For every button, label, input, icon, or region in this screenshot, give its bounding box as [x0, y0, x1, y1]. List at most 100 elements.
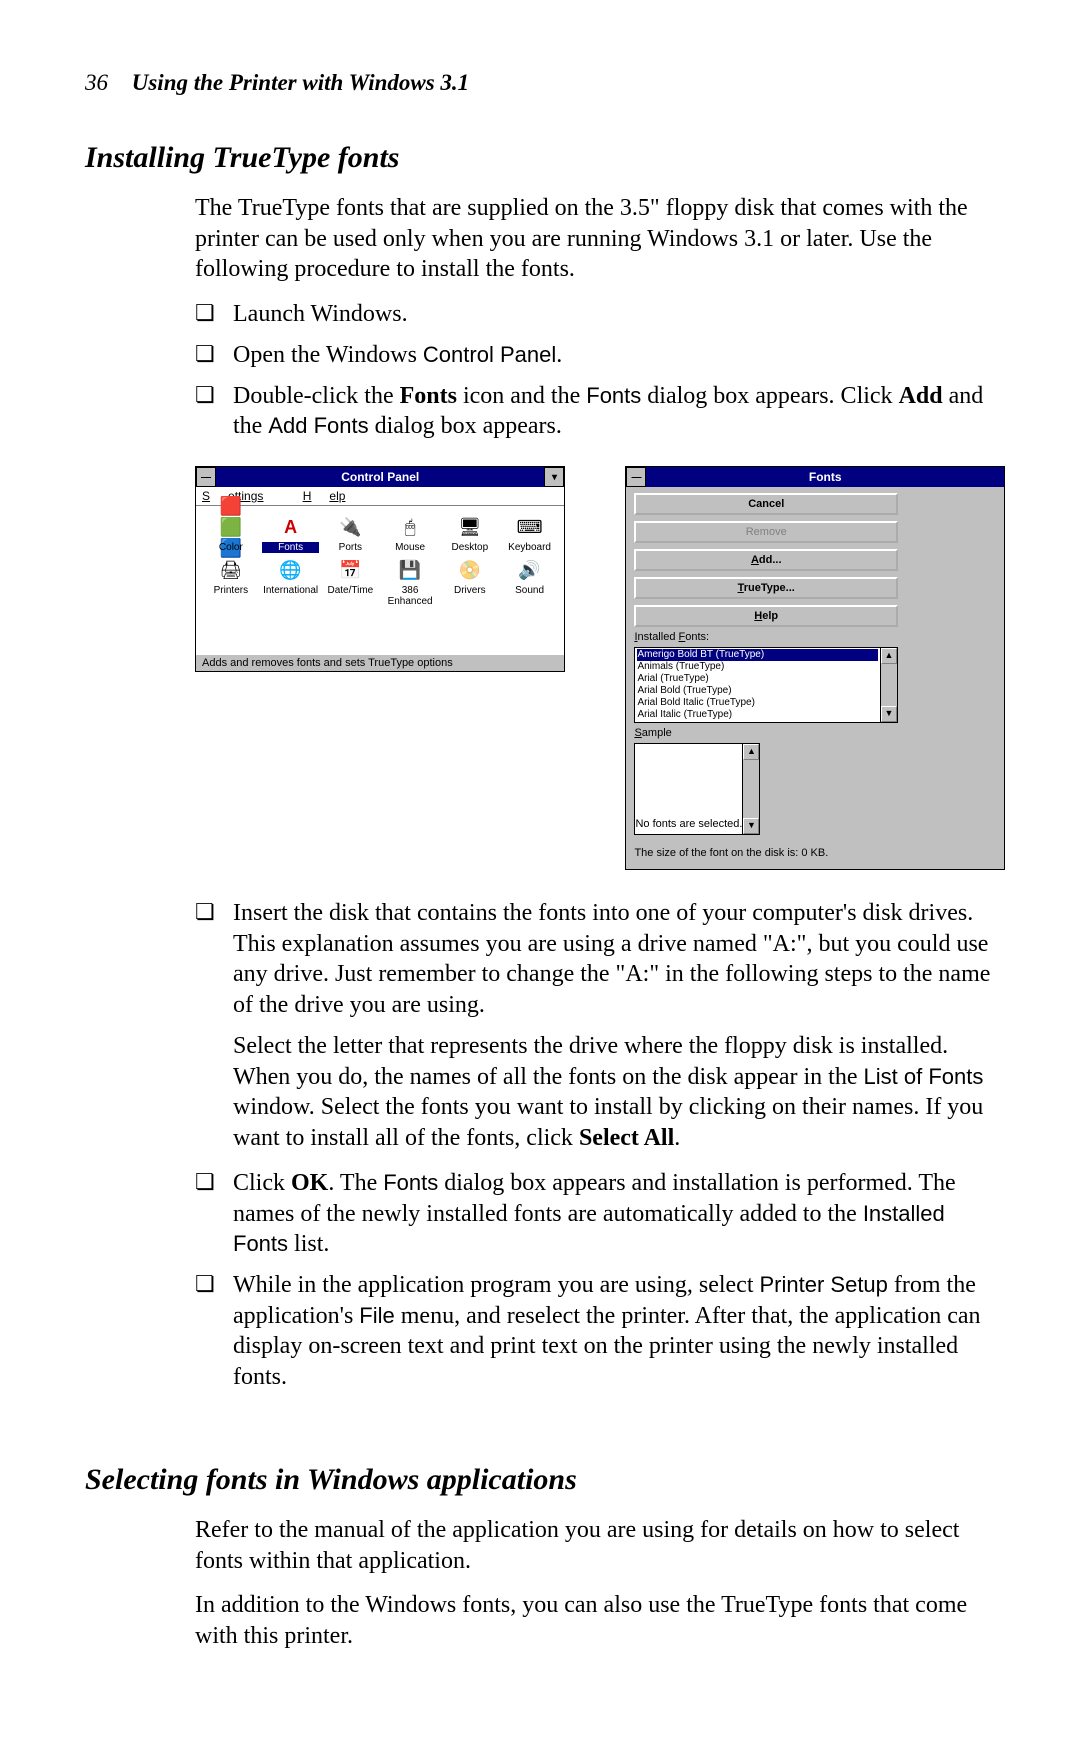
cp-title: Control Panel	[216, 470, 544, 484]
step-fonts-icon: Double-click the Fonts icon and the Font…	[195, 381, 1005, 442]
step-open-cp: Open the Windows Control Panel.	[195, 340, 1005, 371]
add-button[interactable]: Add...	[634, 549, 898, 571]
figures-row: — Control Panel ▾ Settings Help 🟥🟩🟦 Color…	[195, 466, 1005, 870]
scroll-down-icon[interactable]: ▼	[881, 706, 897, 722]
fonts-icon: A	[276, 514, 306, 540]
t: List of Fonts	[864, 1064, 984, 1089]
t: Insert the disk that contains the fonts …	[233, 900, 990, 1018]
step-launch-text: Launch Windows.	[233, 301, 408, 327]
intro-paragraph: The TrueType fonts that are supplied on …	[195, 193, 1005, 285]
t: dialog box appears.	[369, 413, 562, 439]
ports-icon: 🔌	[335, 514, 365, 540]
page-header: 36 Using the Printer with Windows 3.1	[85, 70, 1005, 96]
t: .	[556, 342, 562, 368]
t: Double-click the	[233, 383, 400, 409]
cp-item-printers[interactable]: 🖨 Printers	[202, 557, 260, 607]
list-item[interactable]: Arial (TrueType)	[637, 673, 878, 685]
step-insert-disk: Insert the disk that contains the fonts …	[195, 898, 1005, 1154]
cp-item-ports[interactable]: 🔌 Ports	[321, 514, 379, 553]
system-menu-icon[interactable]: —	[196, 467, 216, 487]
installed-fonts-label: Installed Fonts:	[634, 631, 898, 643]
cp-item-international[interactable]: 🌐 International	[262, 557, 320, 607]
lbl: Drivers	[441, 585, 499, 596]
sample-label: Sample	[634, 727, 898, 739]
lbl: Sound	[501, 585, 559, 596]
list-item[interactable]: Arial Bold (TrueType)	[637, 685, 878, 697]
listbox-scrollbar[interactable]: ▲ ▼	[881, 647, 898, 723]
fonts-title: Fonts	[646, 470, 1004, 484]
scroll-down-icon[interactable]: ▼	[743, 818, 759, 834]
menu-help[interactable]: Help	[303, 489, 346, 503]
cp-statusbar: Adds and removes fonts and sets TrueType…	[196, 654, 564, 671]
system-menu-icon[interactable]: —	[626, 467, 646, 487]
lbl: Printers	[202, 585, 260, 596]
scroll-up-icon[interactable]: ▲	[743, 744, 759, 760]
cp-item-mouse[interactable]: 🖱 Mouse	[381, 514, 439, 553]
minimize-icon[interactable]: ▾	[544, 467, 564, 487]
page-number: 36	[85, 70, 108, 95]
t: OK	[291, 1170, 328, 1196]
control-panel-window: — Control Panel ▾ Settings Help 🟥🟩🟦 Color…	[195, 466, 565, 672]
t: list.	[288, 1231, 329, 1257]
step-click-ok: Click OK. The Fonts dialog box appears a…	[195, 1168, 1005, 1260]
cp-item-drivers[interactable]: 📀Drivers	[441, 557, 499, 607]
cp-body: 🟥🟩🟦 Color A Fonts 🔌 Ports 🖱 Mouse 🖥 Desktop ⌨…	[196, 506, 564, 654]
color-icon: 🟥🟩🟦	[216, 514, 246, 540]
remove-button[interactable]: Remove	[634, 521, 898, 543]
t: icon and the	[457, 383, 586, 409]
datetime-icon: 📅	[335, 557, 365, 583]
t: Select All	[579, 1125, 674, 1151]
t: . The	[328, 1170, 383, 1196]
cp-item-sound[interactable]: 🔊 Sound	[501, 557, 559, 607]
desktop-icon: 🖥	[455, 514, 485, 540]
lbl: Mouse	[381, 542, 439, 553]
cp-item-fonts[interactable]: A Fonts	[262, 514, 320, 553]
list-item[interactable]: Arial Bold Italic (TrueType)	[637, 697, 878, 709]
sample-scrollbar[interactable]: ▲ ▼	[743, 743, 760, 835]
cp-item-keyboard[interactable]: ⌨ Keyboard	[501, 514, 559, 553]
cp-item-desktop[interactable]: 🖥 Desktop	[441, 514, 499, 553]
help-button[interactable]: Help	[634, 605, 898, 627]
list-item[interactable]: Amerigo Bold BT (TrueType)	[637, 649, 878, 661]
t: Open the Windows	[233, 342, 423, 368]
international-icon: 🌐	[276, 557, 306, 583]
t: .	[674, 1125, 680, 1151]
t: Click	[233, 1170, 291, 1196]
sound-icon: 🔊	[515, 557, 545, 583]
t: Printer Setup	[760, 1272, 888, 1297]
t: dialog box appears. Click	[641, 383, 898, 409]
scroll-up-icon[interactable]: ▲	[881, 648, 897, 664]
list-item[interactable]: Animals (TrueType)	[637, 661, 878, 673]
lbl: Color	[202, 542, 260, 553]
section-selecting-title: Selecting fonts in Windows applications	[85, 1463, 1005, 1497]
t: Add	[899, 383, 943, 409]
t: Select the letter that represents the dr…	[233, 1033, 948, 1090]
cp-menubar: Settings Help	[196, 487, 564, 506]
truetype-button[interactable]: TrueType...	[634, 577, 898, 599]
t: Fonts	[586, 383, 641, 408]
installed-fonts-listbox[interactable]: Amerigo Bold BT (TrueType) Animals (True…	[634, 647, 881, 723]
section2-p1: Refer to the manual of the application y…	[195, 1515, 1005, 1576]
steps-list-bottom: Insert the disk that contains the fonts …	[195, 898, 1005, 1393]
lbl: Desktop	[441, 542, 499, 553]
lbl: Fonts	[262, 542, 320, 553]
cp-item-386[interactable]: 💾386 Enhanced	[381, 557, 439, 607]
enhanced-icon: 💾	[395, 557, 425, 583]
t: Control Panel	[423, 342, 556, 367]
list-item[interactable]: Arial Italic (TrueType)	[637, 709, 878, 721]
cp-item-datetime[interactable]: 📅Date/Time	[321, 557, 379, 607]
lbl: International	[262, 585, 320, 596]
font-size-line: The size of the font on the disk is: 0 K…	[634, 847, 996, 859]
keyboard-icon: ⌨	[515, 514, 545, 540]
cp-item-color[interactable]: 🟥🟩🟦 Color	[202, 514, 260, 553]
step-select-drive: Select the letter that represents the dr…	[233, 1031, 1005, 1154]
header-title: Using the Printer with Windows 3.1	[132, 70, 469, 95]
lbl: Ports	[321, 542, 379, 553]
cancel-button[interactable]: Cancel	[634, 493, 898, 515]
lbl: Keyboard	[501, 542, 559, 553]
t: Fonts	[383, 1170, 438, 1195]
t: While in the application program you are…	[233, 1272, 760, 1298]
fonts-dialog: — Fonts Installed Fonts: Cancel Remove A…	[625, 466, 1005, 870]
mouse-icon: 🖱	[395, 514, 425, 540]
printers-icon: 🖨	[216, 557, 246, 583]
